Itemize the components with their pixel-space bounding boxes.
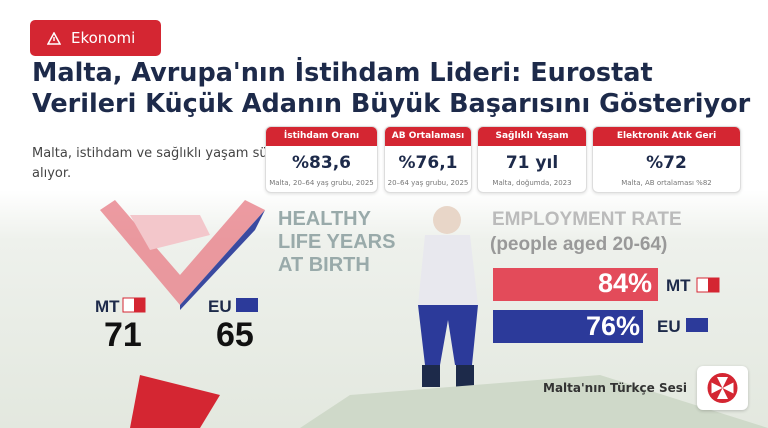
employment-subtitle: (people aged 20-64): [490, 234, 668, 255]
mt-label: MT: [95, 297, 120, 316]
card-note: 20–64 yaş grubu, 2025: [387, 179, 469, 187]
summary: Malta, istihdam ve sağlıklı yaşam sür: [32, 146, 273, 161]
badge-text: Ekonomi: [71, 29, 136, 47]
category-badge[interactable]: Ekonomi: [30, 20, 161, 56]
card-note: Malta, doğumda, 2023: [492, 179, 572, 187]
stat-card: Sağlıklı Yaşam Süresi 71 yıl Malta, doğumd…: [477, 126, 587, 193]
eu-label: EU: [208, 297, 232, 316]
text: HEALTHY: [278, 208, 371, 230]
logo-icon: [707, 373, 738, 403]
eu-value: 65: [216, 316, 254, 354]
logo: [697, 366, 748, 410]
card-label: AB Ortalaması: [385, 127, 471, 146]
card-note: Malta, AB ortalaması %82: [621, 179, 712, 187]
text: LIFE YEARS: [278, 231, 396, 253]
warning-icon: [47, 31, 61, 45]
eu-rate: 76%: [586, 311, 641, 341]
headline: Malta, Avrupa'nın İstihdam Lideri: Euros…: [32, 58, 751, 119]
card-label: Elektronik Atık Geri Dönüşüm: [593, 127, 740, 160]
stat-card: AB Ortalaması %76,1 20–64 yaş grubu, 2025: [384, 126, 472, 193]
card-label: İstihdam Oranı: [266, 127, 377, 146]
mt-value: 71: [104, 316, 142, 354]
card-label: Sağlıklı Yaşam Süresi: [478, 127, 586, 160]
infographic-art: [100, 200, 768, 428]
eu-label: EU: [657, 317, 681, 336]
text: AT BIRTH: [278, 254, 370, 276]
healthy-label: HEALTHY LIFE YEARS AT BIRTH: [278, 208, 395, 277]
card-value: %72: [646, 153, 687, 173]
card-value: %83,6: [292, 153, 351, 173]
stat-card: İstihdam Oranı %83,6 Malta, 20–64 yaş grub…: [265, 126, 378, 193]
card-value: %76,1: [398, 153, 458, 173]
brand-name: Malta'nın Türkçe Sesi: [543, 381, 687, 395]
employment-title: EMPLOYMENT RATE: [492, 209, 682, 230]
card-value: 71 yıl: [505, 153, 559, 173]
mt-label: MT: [666, 276, 691, 295]
summary: alıyor.: [32, 166, 72, 181]
stat-card: Elektronik Atık Geri Dönüşüm %72 Malta, AB…: [592, 126, 741, 193]
card-note: Malta, 20–64 yaş grubu, 2025: [269, 179, 374, 187]
mt-rate: 84%: [598, 268, 653, 298]
